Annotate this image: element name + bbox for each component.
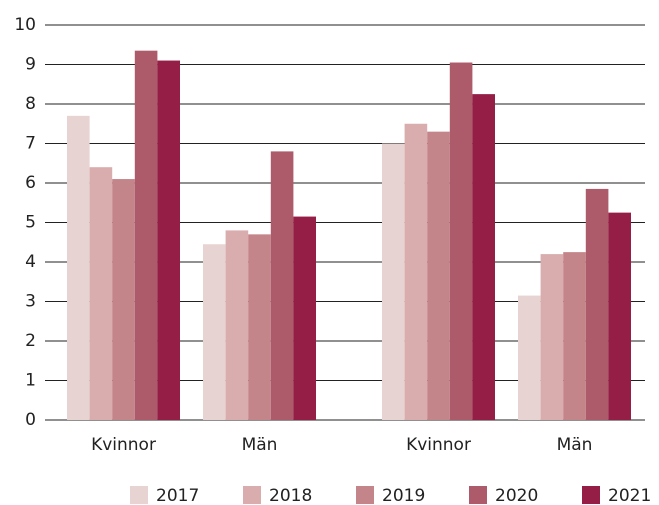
bar [67, 115, 90, 420]
y-tick-label: 9 [25, 55, 36, 75]
bar [427, 131, 450, 420]
y-tick-label: 6 [25, 173, 36, 193]
bar [112, 179, 135, 420]
y-tick-label: 8 [25, 94, 36, 114]
x-tick-label: Män [557, 435, 593, 455]
bar [134, 50, 158, 421]
bar [203, 244, 226, 420]
y-tick-label: 10 [14, 15, 36, 35]
y-tick-label: 0 [25, 410, 36, 430]
legend-swatch [356, 486, 374, 504]
legend-label: 2018 [269, 486, 312, 505]
y-tick-label: 3 [25, 292, 36, 312]
bar [449, 62, 473, 421]
legend-swatch [130, 486, 148, 504]
legend-label: 2021 [608, 486, 651, 505]
bar [563, 252, 586, 420]
x-tick-label: Kvinnor [406, 435, 471, 455]
x-tick-label: Kvinnor [91, 435, 156, 455]
legend-swatch [243, 486, 261, 504]
legend-label: 2020 [495, 486, 538, 505]
y-tick-label: 7 [25, 134, 36, 154]
legend-swatch [469, 486, 487, 504]
legend-swatch [582, 486, 600, 504]
bar [382, 143, 405, 420]
y-tick-label: 5 [25, 213, 36, 233]
bar [293, 216, 316, 420]
bar [540, 254, 564, 420]
bar [270, 151, 294, 420]
bar [248, 234, 271, 420]
bar [518, 295, 541, 420]
x-tick-label: Män [242, 435, 278, 455]
y-tick-label: 4 [25, 252, 36, 272]
bar [608, 212, 631, 420]
bar [472, 94, 495, 420]
legend-label: 2017 [156, 486, 199, 505]
legend-label: 2019 [382, 486, 425, 505]
y-tick-label: 1 [25, 371, 36, 391]
bar [225, 230, 249, 420]
bar [585, 188, 609, 420]
y-tick-label: 2 [25, 331, 36, 351]
bar [404, 123, 428, 420]
bar [89, 167, 113, 420]
bar [157, 60, 180, 421]
